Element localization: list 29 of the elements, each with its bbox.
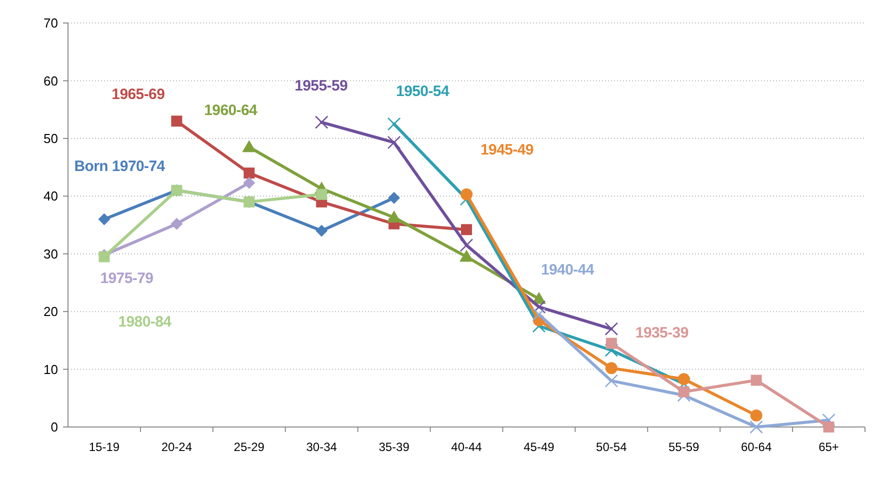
x-tick-label: 40-44 (451, 440, 482, 454)
y-tick-label: 50 (44, 130, 58, 146)
x-tick-label: 60-64 (740, 440, 772, 454)
series-label: 1960-64 (204, 102, 258, 120)
y-tick-label: 40 (44, 188, 58, 204)
series-label: 1965-69 (112, 86, 165, 104)
y-tick-label: 30 (44, 246, 58, 262)
x-tick-label: 15-19 (88, 440, 120, 454)
y-tick-label: 70 (44, 16, 58, 31)
x-tick-label: 20-24 (161, 440, 192, 454)
y-tick-label: 0 (50, 420, 58, 435)
x-tick-label: 55-59 (668, 440, 700, 454)
y-tick-label: 60 (44, 73, 58, 88)
x-tick-label: 65+ (818, 440, 839, 454)
text: 1980-84 (118, 314, 172, 331)
y-tick-label: 10 (44, 362, 58, 377)
x-tick-label: 35-39 (378, 440, 410, 454)
text: 1940-44 (540, 261, 595, 278)
series-label: 1975-79 (100, 270, 154, 288)
series-label: 1950-54 (396, 83, 450, 100)
x-tick-label: 30-34 (306, 440, 338, 454)
series-label: 1955-59 (294, 77, 348, 94)
x-tick-label: 50-54 (596, 440, 628, 454)
x-tick-label: 45-49 (524, 440, 555, 454)
text: 1945-49 (480, 141, 534, 158)
series-label: 1935-39 (635, 324, 688, 342)
y-tick-label: 20 (44, 304, 58, 320)
x-tick-label: 25-29 (234, 440, 265, 454)
series-label: Born 1970-74 (74, 158, 166, 176)
